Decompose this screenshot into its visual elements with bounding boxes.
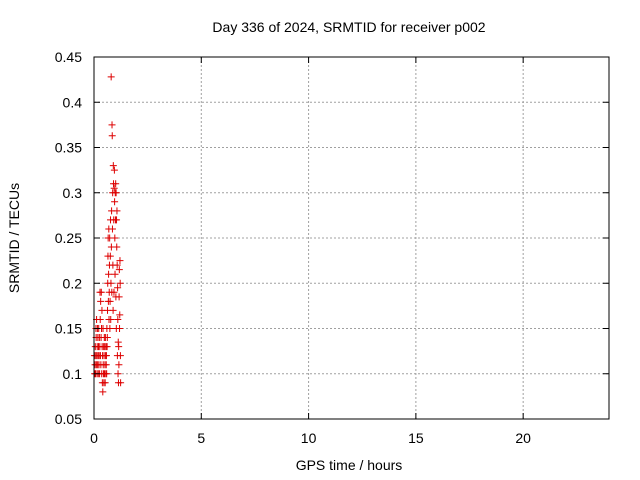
data-point xyxy=(114,370,122,378)
chart-title: Day 336 of 2024, SRMTID for receiver p00… xyxy=(212,19,485,35)
data-point xyxy=(110,288,118,296)
data-point xyxy=(102,361,110,369)
data-point xyxy=(116,279,124,287)
y-tick-label: 0.35 xyxy=(55,140,82,156)
data-point xyxy=(106,325,114,332)
data-point xyxy=(111,198,119,206)
data-point xyxy=(106,252,114,260)
data-point xyxy=(103,343,111,351)
data-point xyxy=(103,370,111,378)
data-point xyxy=(109,306,117,314)
data-point xyxy=(110,166,118,174)
x-axis-ticks: 0 5 10 15 20 xyxy=(90,57,531,446)
data-point xyxy=(116,352,124,360)
data-point xyxy=(97,288,105,296)
y-tick-label: 0.45 xyxy=(55,49,82,65)
data-point xyxy=(101,379,109,387)
data-point xyxy=(107,279,115,287)
x-tick-label: 5 xyxy=(197,430,205,446)
data-point xyxy=(110,184,118,192)
y-tick-label: 0.2 xyxy=(63,275,83,291)
data-point xyxy=(111,270,119,278)
y-axis-ticks: 0.05 0.1 0.15 0.2 0.25 0.3 0.35 0.4 0.45 xyxy=(55,49,609,427)
data-point xyxy=(116,311,124,319)
data-point xyxy=(115,361,123,369)
data-point xyxy=(103,334,111,342)
data-point xyxy=(107,73,115,81)
data-point xyxy=(113,207,121,215)
x-tick-label: 20 xyxy=(515,430,531,446)
data-point xyxy=(115,293,123,301)
data-point xyxy=(112,189,120,197)
y-tick-label: 0.15 xyxy=(55,321,82,337)
x-tick-label: 10 xyxy=(301,430,317,446)
y-tick-label: 0.4 xyxy=(63,94,83,110)
data-point xyxy=(116,257,124,265)
x-tick-label: 0 xyxy=(90,430,98,446)
data-point xyxy=(113,261,121,269)
data-point xyxy=(115,266,123,274)
grid xyxy=(94,57,609,419)
data-point xyxy=(105,270,113,278)
data-point xyxy=(111,234,119,242)
y-tick-label: 0.05 xyxy=(55,411,82,427)
data-point xyxy=(115,343,123,351)
data-point xyxy=(96,315,104,323)
data-point xyxy=(113,243,121,251)
data-point xyxy=(109,162,117,170)
data-point xyxy=(102,352,110,360)
y-tick-label: 0.1 xyxy=(63,366,83,382)
data-point xyxy=(113,216,121,224)
data-point xyxy=(99,388,107,396)
data-point xyxy=(107,315,115,323)
y-axis-label: SRMTID / TECUs xyxy=(6,183,22,293)
data-point xyxy=(114,284,122,292)
data-point xyxy=(106,297,114,305)
y-tick-label: 0.3 xyxy=(63,185,83,201)
x-axis-label: GPS time / hours xyxy=(296,457,403,473)
data-point xyxy=(114,315,122,323)
data-point xyxy=(108,121,116,129)
data-point xyxy=(116,325,124,332)
y-tick-label: 0.25 xyxy=(55,230,82,246)
data-point xyxy=(97,297,105,305)
data-point xyxy=(108,225,116,233)
data-point xyxy=(117,379,125,387)
x-tick-label: 15 xyxy=(408,430,424,446)
data-point xyxy=(112,180,120,188)
data-point xyxy=(108,132,116,140)
